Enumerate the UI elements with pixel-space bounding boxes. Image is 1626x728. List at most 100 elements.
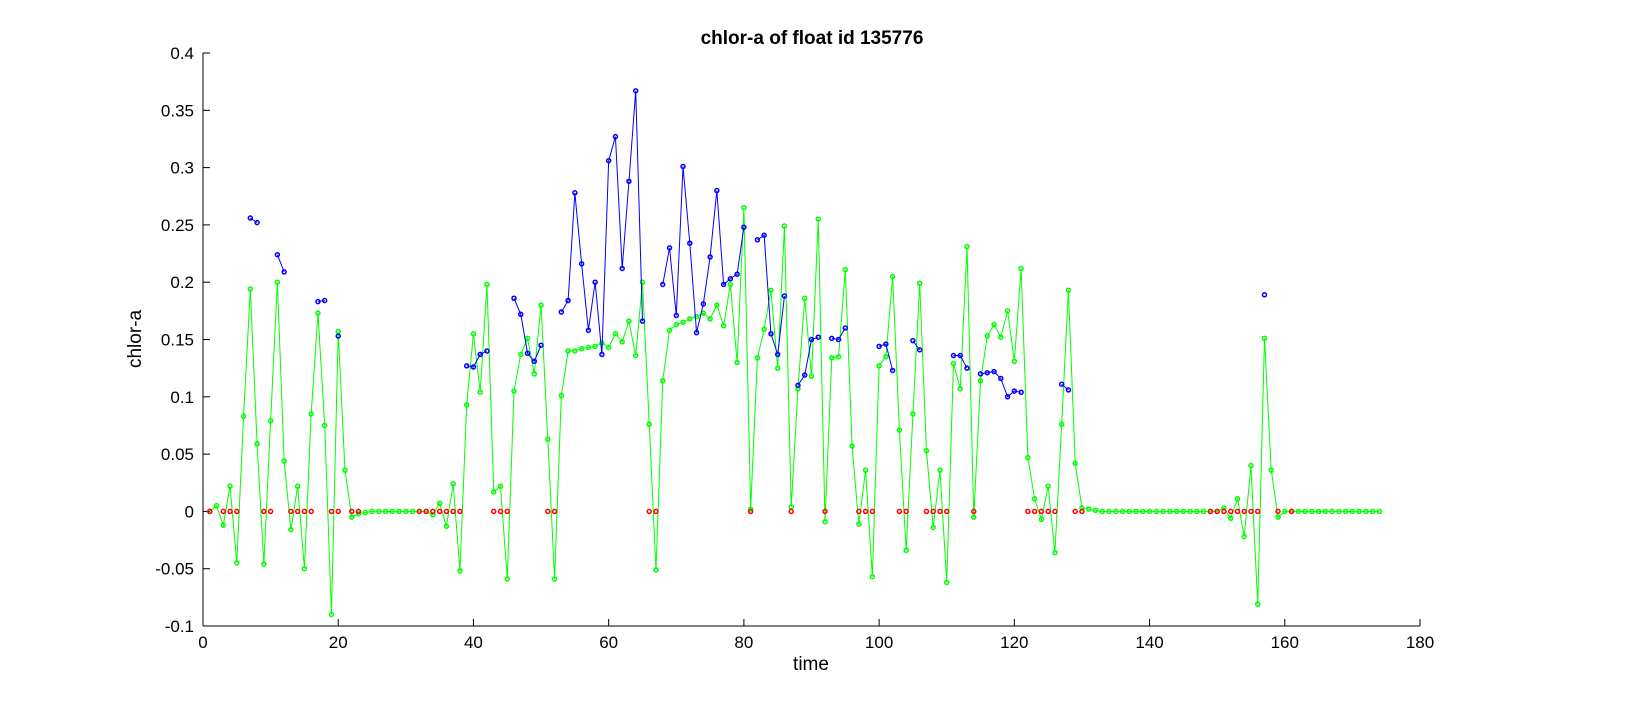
- data-point: [876, 343, 882, 350]
- data-point: [220, 508, 227, 515]
- data-point: [727, 281, 734, 288]
- data-point: [971, 508, 977, 515]
- data-point: [1004, 394, 1011, 400]
- data-point: [1329, 508, 1335, 515]
- series-red: [207, 508, 1295, 515]
- data-point: [538, 342, 544, 348]
- data-point: [355, 508, 362, 515]
- data-point: [443, 523, 450, 530]
- data-point: [889, 273, 896, 280]
- data-point: [396, 508, 402, 515]
- series-line: [662, 166, 745, 333]
- data-point: [639, 318, 646, 324]
- data-point: [822, 518, 828, 525]
- data-point: [308, 411, 314, 417]
- data-point: [545, 436, 551, 442]
- data-point: [1052, 508, 1058, 515]
- data-point: [1031, 508, 1038, 515]
- data-point: [227, 483, 233, 489]
- data-point: [315, 298, 321, 305]
- data-point: [335, 333, 341, 339]
- data-point: [903, 547, 909, 554]
- ticks: 0 20 40 60 80 100 120 140 160 180 -0.1 -0.05 0 0.05 0.…: [155, 44, 1434, 652]
- data-point: [714, 187, 720, 194]
- data-point: [849, 443, 855, 449]
- data-point: [1058, 421, 1065, 428]
- plot-area: [207, 88, 1383, 618]
- data-point: [1072, 460, 1078, 467]
- data-point: [734, 359, 740, 366]
- data-point: [666, 245, 673, 251]
- data-point: [984, 369, 991, 376]
- data-point: [1004, 308, 1011, 314]
- x-tick-label: 20: [329, 633, 348, 652]
- data-point: [1113, 508, 1119, 515]
- chart-title: chlor-a of float id 135776: [701, 28, 924, 49]
- data-point: [1349, 508, 1356, 515]
- data-point: [321, 422, 328, 429]
- data-point: [1025, 508, 1031, 515]
- data-point: [1221, 508, 1227, 515]
- x-tick-label: 60: [599, 633, 618, 652]
- data-point: [328, 611, 335, 618]
- data-point: [964, 365, 970, 371]
- data-point: [896, 508, 903, 515]
- data-point: [1058, 381, 1065, 387]
- data-point: [565, 297, 571, 304]
- data-point: [842, 325, 849, 331]
- data-point: [943, 508, 950, 515]
- data-point: [1011, 388, 1018, 394]
- data-point: [612, 133, 619, 140]
- data-point: [747, 508, 754, 515]
- data-point: [1282, 508, 1288, 515]
- data-point: [1234, 508, 1241, 515]
- data-point: [687, 240, 693, 246]
- data-point: [889, 367, 896, 374]
- data-point: [450, 508, 456, 515]
- data-point: [1079, 508, 1085, 515]
- x-axis-label: time: [793, 654, 829, 675]
- data-point: [247, 286, 254, 292]
- data-point: [1167, 508, 1173, 515]
- data-point: [829, 335, 835, 342]
- data-point: [592, 343, 598, 350]
- data-point: [274, 279, 281, 285]
- data-point: [768, 287, 774, 293]
- data-point: [774, 351, 781, 358]
- data-point: [416, 508, 423, 515]
- data-point: [1065, 387, 1072, 393]
- data-point: [281, 269, 287, 275]
- x-tick-label: 120: [1000, 633, 1028, 652]
- data-point: [754, 355, 761, 361]
- x-tick-label: 40: [464, 633, 483, 652]
- data-point: [680, 163, 686, 170]
- y-tick-label: 0.3: [170, 159, 194, 178]
- data-point: [747, 506, 754, 512]
- data-point: [328, 508, 335, 515]
- data-point: [572, 348, 578, 354]
- data-point: [288, 508, 294, 515]
- data-point: [1038, 516, 1045, 523]
- data-point: [1038, 508, 1045, 515]
- data-point: [281, 458, 287, 464]
- data-point: [436, 500, 443, 507]
- data-point: [1363, 508, 1369, 515]
- data-point: [315, 310, 321, 316]
- data-point: [301, 508, 308, 515]
- data-point: [869, 573, 876, 580]
- data-point: [470, 331, 477, 337]
- data-point: [829, 355, 835, 361]
- data-point: [1227, 515, 1234, 522]
- data-point: [1045, 508, 1051, 515]
- y-tick-label: 0.15: [161, 331, 194, 350]
- x-tick-label: 160: [1271, 633, 1299, 652]
- data-point: [511, 388, 517, 394]
- data-point: [389, 508, 396, 515]
- data-point: [1173, 508, 1180, 515]
- data-point: [1146, 508, 1153, 515]
- data-point: [856, 508, 862, 515]
- data-point: [1227, 508, 1234, 515]
- data-point: [227, 508, 233, 515]
- data-point: [1369, 508, 1376, 515]
